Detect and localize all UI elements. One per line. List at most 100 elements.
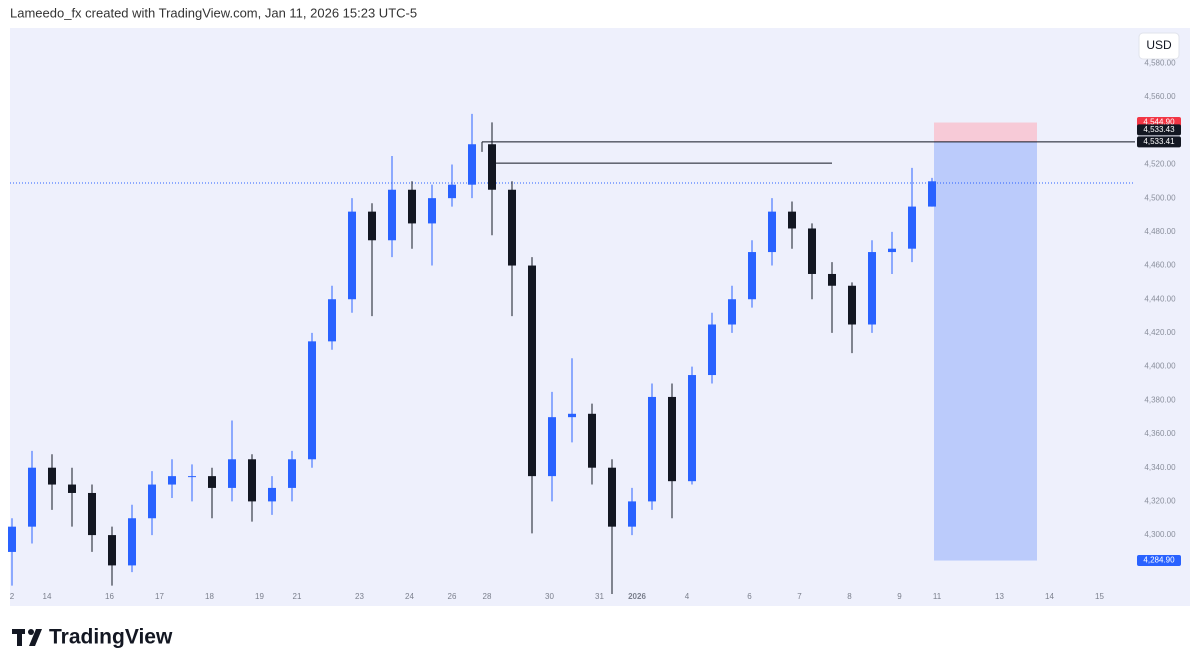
logo-part <box>17 629 22 646</box>
currency-label: USD <box>1146 38 1172 52</box>
candle-body <box>368 211 376 241</box>
candle-body <box>608 467 616 527</box>
candle-body <box>208 476 216 488</box>
y-tick-label: 4,520.00 <box>1144 160 1176 169</box>
candle-body <box>68 484 76 493</box>
candle-body <box>628 501 636 527</box>
x-tick-label: 11 <box>933 592 942 601</box>
y-tick-label: 4,480.00 <box>1144 227 1176 236</box>
currency-button[interactable] <box>1138 32 1180 60</box>
candle-body <box>908 206 916 249</box>
candle-body <box>128 518 136 566</box>
candle-body <box>648 396 656 502</box>
y-tick-label: 4,500.00 <box>1144 193 1176 202</box>
x-tick-label: 14 <box>43 592 52 601</box>
price-tag-label: 4,533.41 <box>1143 137 1175 146</box>
logo-part <box>29 629 42 646</box>
candle-body <box>848 285 856 325</box>
target-zone <box>934 141 1037 561</box>
brand-logo <box>12 629 42 646</box>
x-tick-label: 6 <box>747 592 752 601</box>
candle-body <box>388 189 396 241</box>
price-tag-label: 4,533.43 <box>1143 125 1175 134</box>
y-tick-label: 4,400.00 <box>1144 362 1176 371</box>
y-tick-label: 4,580.00 <box>1144 58 1176 67</box>
x-tick-label: 4 <box>685 592 690 601</box>
y-tick-label: 4,300.00 <box>1144 530 1176 539</box>
x-tick-label: 15 <box>1095 592 1104 601</box>
candle-body <box>828 273 836 286</box>
candle-body <box>108 535 116 566</box>
x-tick-label: 14 <box>1045 592 1054 601</box>
y-tick-label: 4,420.00 <box>1144 328 1176 337</box>
price-tag-label: 4,284.90 <box>1143 556 1175 565</box>
candle-body <box>528 265 536 477</box>
brand-name: TradingView <box>49 626 173 649</box>
candle-body <box>168 476 176 485</box>
candle-body <box>248 459 256 502</box>
candle-body <box>228 459 236 488</box>
price-tag <box>1137 124 1181 136</box>
candle-body <box>888 248 896 253</box>
plot: 4,580.00 4,560.00 4,520.00 4,500.00 4,480.00… <box>8 58 1176 601</box>
x-tick-label: 24 <box>405 592 414 601</box>
y-tick-label: 4,440.00 <box>1144 294 1176 303</box>
candle-body <box>688 375 696 482</box>
candle-body <box>148 484 156 519</box>
candle-body <box>328 299 336 342</box>
price-tag <box>1137 136 1181 148</box>
candle-body <box>568 413 576 418</box>
x-tick-label: 13 <box>995 592 1004 601</box>
candle-body <box>508 189 516 266</box>
candle-body <box>928 181 936 207</box>
candle-body <box>488 144 496 190</box>
candle-body <box>768 211 776 253</box>
y-tick-label: 4,360.00 <box>1144 429 1176 438</box>
candle-body <box>788 211 796 229</box>
x-tick-label: 8 <box>847 592 852 601</box>
candle-body <box>748 252 756 300</box>
y-tick-label: 4,460.00 <box>1144 261 1176 270</box>
x-tick-label: 9 <box>897 592 902 601</box>
candle-body <box>308 341 316 460</box>
candle-body <box>8 526 16 552</box>
candle-body <box>408 189 416 224</box>
x-tick-label: 21 <box>293 592 302 601</box>
candle-body <box>808 228 816 274</box>
x-tick-label: 19 <box>255 592 264 601</box>
x-tick-label: 30 <box>545 592 554 601</box>
candle-body <box>268 487 276 502</box>
candle-body <box>868 252 876 325</box>
x-tick-label: 18 <box>205 592 214 601</box>
x-tick-label: 28 <box>483 592 492 601</box>
candle-body <box>348 211 356 300</box>
price-tag-label: 4,544.90 <box>1143 118 1175 127</box>
x-tick-label: 31 <box>595 592 604 601</box>
y-tick-label: 4,380.00 <box>1144 395 1176 404</box>
x-tick-label: 23 <box>355 592 364 601</box>
candle-body <box>28 467 36 527</box>
x-tick-label: 16 <box>105 592 114 601</box>
candle-body <box>728 299 736 325</box>
x-tick-label: 26 <box>448 592 457 601</box>
candle-body <box>468 144 476 185</box>
candle-body <box>88 492 96 536</box>
candle-body <box>428 198 436 224</box>
candle-body <box>188 476 196 478</box>
candle-body <box>448 184 456 199</box>
y-tick-label: 4,340.00 <box>1144 463 1176 472</box>
x-tick-label: 2 <box>10 592 15 601</box>
candle-body <box>668 396 676 482</box>
candle-body <box>548 417 556 477</box>
candle-body <box>708 324 716 376</box>
stop-zone <box>934 122 1037 142</box>
candle-body <box>288 459 296 488</box>
x-tick-label: 7 <box>797 592 802 601</box>
header-text: Lameedo_fx created with TradingView.com,… <box>10 5 417 20</box>
candle-body <box>588 413 596 468</box>
y-tick-label: 4,560.00 <box>1144 92 1176 101</box>
candle-body <box>48 467 56 485</box>
x-tick-label: 2026 <box>628 592 646 601</box>
